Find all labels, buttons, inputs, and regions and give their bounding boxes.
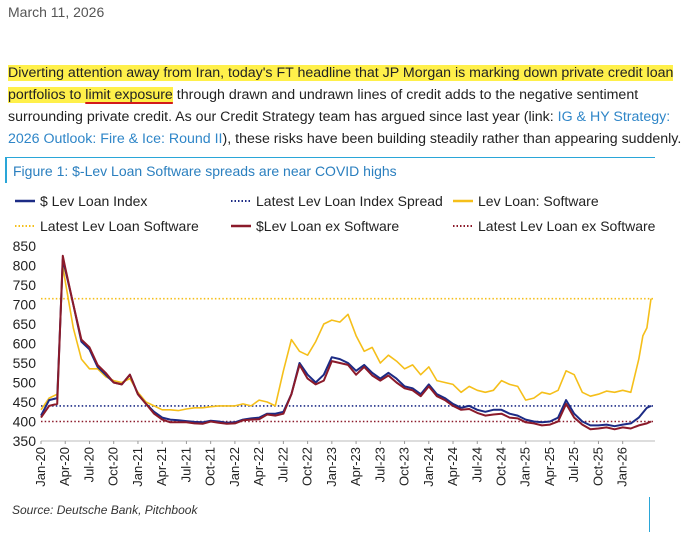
plot-area xyxy=(40,254,655,431)
x-tick-label: Jan-24 xyxy=(421,447,436,487)
x-tick-label: Oct-22 xyxy=(300,447,315,486)
chart-source: Source: Deutsche Bank, Pitchbook xyxy=(12,503,198,517)
underlined-highlight: limit exposure xyxy=(85,87,173,103)
legend-label: $Lev Loan ex Software xyxy=(256,218,399,234)
y-tick-label: 350 xyxy=(13,433,37,449)
x-tick-label: Jan-23 xyxy=(324,447,339,487)
highlighted-text-2: portfolios to xyxy=(8,87,86,103)
y-tick-label: 600 xyxy=(13,336,37,352)
x-tick-label: Jan-22 xyxy=(227,447,242,487)
y-tick-label: 650 xyxy=(13,316,37,332)
x-tick-label: Jul-22 xyxy=(275,447,290,482)
x-tick-label: Jul-20 xyxy=(81,447,96,482)
chart-svg: $ Lev Loan Index Latest Lev Loan Index Sp… xyxy=(12,193,656,517)
x-tick-label: Jan-21 xyxy=(130,447,145,487)
legend-label: Latest Lev Loan ex Software xyxy=(478,218,656,234)
x-tick-label: Oct-20 xyxy=(106,447,121,486)
highlighted-text: Diverting attention away from Iran, toda… xyxy=(8,65,674,81)
series-line xyxy=(40,264,652,412)
legend-label: Latest Lev Loan Index Spread xyxy=(256,193,443,209)
x-tick-label: Jan-25 xyxy=(518,447,533,487)
x-tick-label: Jul-23 xyxy=(372,447,387,482)
y-tick-label: 500 xyxy=(13,375,37,391)
y-tick-label: 700 xyxy=(13,297,37,313)
y-tick-label: 850 xyxy=(13,238,37,254)
y-tick-label: 400 xyxy=(13,414,37,430)
x-tick-label: Apr-20 xyxy=(57,447,72,486)
y-tick-label: 550 xyxy=(13,355,37,371)
figure: Figure 1: $-Lev Loan Software spreads ar… xyxy=(5,157,688,532)
figure-title: Figure 1: $-Lev Loan Software spreads ar… xyxy=(5,157,655,183)
x-tick-label: Apr-22 xyxy=(251,447,266,486)
x-tick-label: Jul-24 xyxy=(469,447,484,482)
x-tick-label: Oct-23 xyxy=(397,447,412,486)
y-tick-label: 800 xyxy=(13,258,37,274)
x-tick-label: Oct-21 xyxy=(203,447,218,486)
legend-label: Latest Lev Loan Software xyxy=(40,218,199,234)
x-tick-label: Apr-23 xyxy=(348,447,363,486)
strategy-report-link[interactable]: IG & HY Strategy: 2026 Outlook: Fire & I… xyxy=(8,109,671,147)
legend-label: Lev Loan: Software xyxy=(478,193,599,209)
y-tick-label: 750 xyxy=(13,277,37,293)
x-tick-label: Apr-21 xyxy=(154,447,169,486)
x-tick-label: Apr-25 xyxy=(542,447,557,486)
x-tick-label: Jan-20 xyxy=(33,447,48,487)
series-line xyxy=(40,254,652,431)
x-tick-label: Oct-25 xyxy=(590,447,605,486)
x-tick-label: Jan-26 xyxy=(615,447,630,487)
body-text-end: ), these risks have been building steadi… xyxy=(222,131,682,147)
legend-label: $ Lev Loan Index xyxy=(40,193,147,209)
x-tick-label: Jul-25 xyxy=(566,447,581,482)
post-date: March 11, 2026 xyxy=(8,4,105,20)
article-paragraph: Diverting attention away from Iran, toda… xyxy=(8,62,684,150)
series-line xyxy=(40,258,652,428)
x-tick-label: Oct-24 xyxy=(494,447,509,486)
y-tick-label: 450 xyxy=(13,394,37,410)
legend: $ Lev Loan Index Latest Lev Loan Index Sp… xyxy=(15,193,656,234)
body-text: through drawn and undrawn lines of credi… xyxy=(8,87,639,125)
figure-border-right xyxy=(649,497,650,532)
x-tick-label: Jul-21 xyxy=(178,447,193,482)
x-tick-label: Apr-24 xyxy=(445,447,460,486)
chart-axes: 350 400 450 500 550 600 650 700 750 800 850 Jan-20 A… xyxy=(13,238,655,487)
